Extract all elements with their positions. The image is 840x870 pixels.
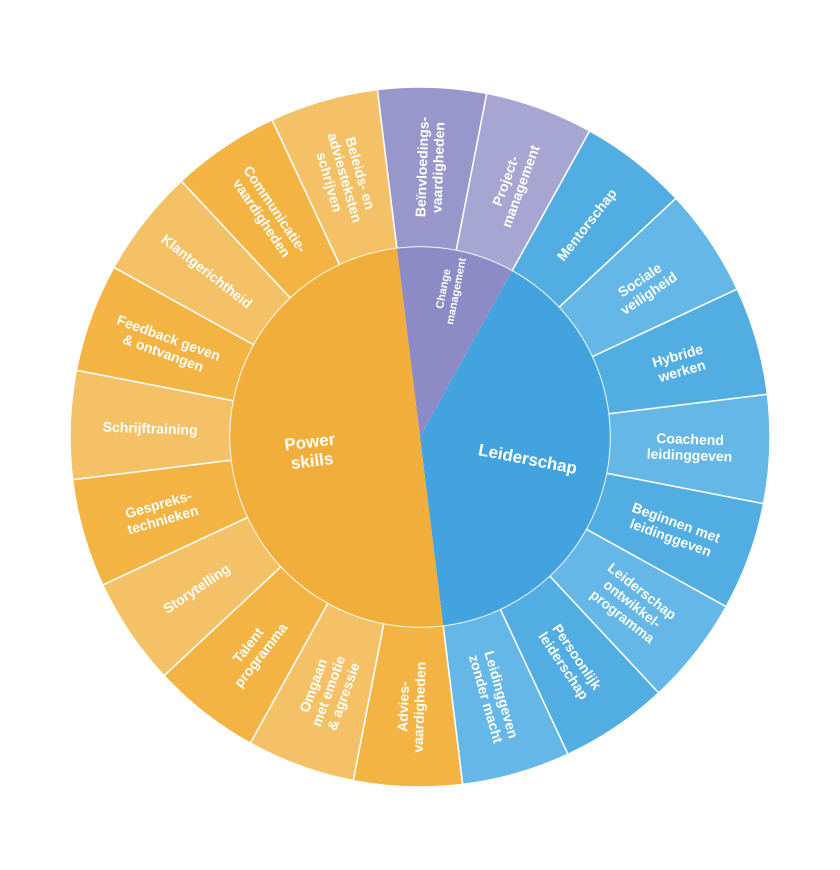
inner-wedge-leiderschap — [420, 270, 610, 626]
category-label-power: Powerskills — [283, 430, 339, 474]
inner-wedge-power — [230, 248, 444, 627]
inner-wedge-change — [396, 247, 513, 437]
segment-label-beinvloedings-vaardigheden: Beïnvloedings-vaardigheden — [412, 116, 447, 218]
segment-label-coachend-leidinggeven: Coachendleidinggeven — [646, 430, 733, 465]
segment-label-advies-vaardigheden: Advies-vaardigheden — [394, 661, 429, 753]
segment-label-beinvloedings-vaardigheden-line: vaardigheden — [428, 122, 447, 214]
segment-label-schrijftraining-line: Schrijftraining — [102, 419, 197, 438]
segment-label-schrijftraining: Schrijftraining — [102, 419, 197, 438]
ring-divider — [229, 246, 611, 628]
segment-label-beinvloedings-vaardigheden-line: Beïnvloedings- — [412, 116, 432, 217]
segment-label-advies-vaardigheden-line: vaardigheden — [410, 661, 429, 753]
outer-ring — [69, 86, 771, 788]
inner-ring — [229, 246, 611, 628]
segment-label-advies-vaardigheden-line: Advies- — [394, 681, 412, 732]
segment-label-coachend-leidinggeven-line: Coachend — [656, 430, 724, 448]
segment-label-coachend-leidinggeven-line: leidinggeven — [646, 446, 732, 465]
